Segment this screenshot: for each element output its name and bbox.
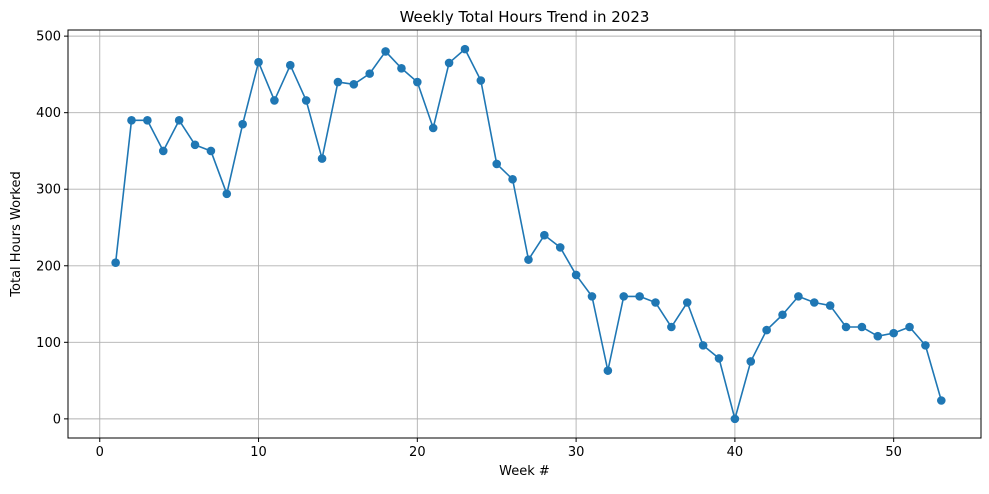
data-point xyxy=(397,63,406,73)
data-point xyxy=(270,96,279,105)
data-point xyxy=(127,116,136,125)
chart-title: Weekly Total Hours Trend in 2023 xyxy=(400,8,650,26)
series-line xyxy=(114,48,943,420)
data-point xyxy=(254,57,263,67)
data-point xyxy=(143,116,152,125)
data-point xyxy=(524,255,533,264)
data-point xyxy=(603,366,613,375)
data-point xyxy=(841,322,851,332)
y-axis-label: Total Hours Worked xyxy=(9,171,24,297)
data-point xyxy=(889,328,898,338)
data-point xyxy=(285,60,295,70)
x-tick-label: 0 xyxy=(96,445,104,460)
data-point xyxy=(492,159,502,169)
x-tick-label: 10 xyxy=(250,445,267,460)
data-point xyxy=(301,96,311,105)
data-point xyxy=(746,357,756,366)
y-tick-label: 500 xyxy=(36,30,61,45)
data-point xyxy=(778,310,787,320)
data-point xyxy=(619,292,629,301)
data-point xyxy=(635,292,644,301)
data-point xyxy=(873,331,883,341)
data-point xyxy=(698,341,708,350)
data-point xyxy=(111,258,120,268)
data-point xyxy=(809,298,819,307)
data-point xyxy=(444,58,454,68)
series-layer xyxy=(111,44,946,424)
data-point xyxy=(333,77,343,87)
data-point xyxy=(825,301,835,310)
data-point xyxy=(365,69,374,78)
data-point xyxy=(222,189,232,199)
data-point xyxy=(413,77,422,87)
data-point xyxy=(349,80,359,89)
y-tick-label: 300 xyxy=(36,183,61,198)
x-tick-label: 30 xyxy=(568,445,585,460)
x-tick-label: 20 xyxy=(409,445,426,460)
data-point xyxy=(905,322,914,332)
y-tick-label: 400 xyxy=(36,106,61,121)
grid-lines xyxy=(68,30,981,438)
data-point xyxy=(651,298,660,307)
data-point xyxy=(762,325,771,335)
data-point xyxy=(428,123,438,133)
data-point xyxy=(571,270,581,280)
data-point xyxy=(190,140,200,150)
data-point xyxy=(555,243,565,252)
data-point xyxy=(158,146,168,156)
y-tick-label: 100 xyxy=(36,336,61,351)
y-tick-label: 0 xyxy=(53,412,61,427)
data-point xyxy=(317,154,327,163)
data-point xyxy=(794,292,803,301)
data-point xyxy=(206,146,216,156)
x-tick-label: 50 xyxy=(885,445,902,460)
data-point xyxy=(921,341,930,350)
data-point xyxy=(174,116,184,125)
data-point xyxy=(476,76,486,85)
data-point xyxy=(381,47,390,56)
data-point xyxy=(508,174,517,184)
plot-frame xyxy=(67,29,982,439)
data-point xyxy=(667,322,676,332)
data-point xyxy=(682,298,692,307)
data-point xyxy=(857,322,867,332)
data-point xyxy=(540,230,549,240)
data-point xyxy=(730,414,740,424)
data-point xyxy=(714,354,724,363)
data-point xyxy=(460,44,470,54)
y-tick-label: 200 xyxy=(36,259,61,274)
data-point xyxy=(937,396,946,405)
data-point xyxy=(238,119,247,129)
x-axis-label: Week # xyxy=(499,464,550,479)
x-tick-label: 40 xyxy=(727,445,744,460)
data-point xyxy=(587,292,597,301)
